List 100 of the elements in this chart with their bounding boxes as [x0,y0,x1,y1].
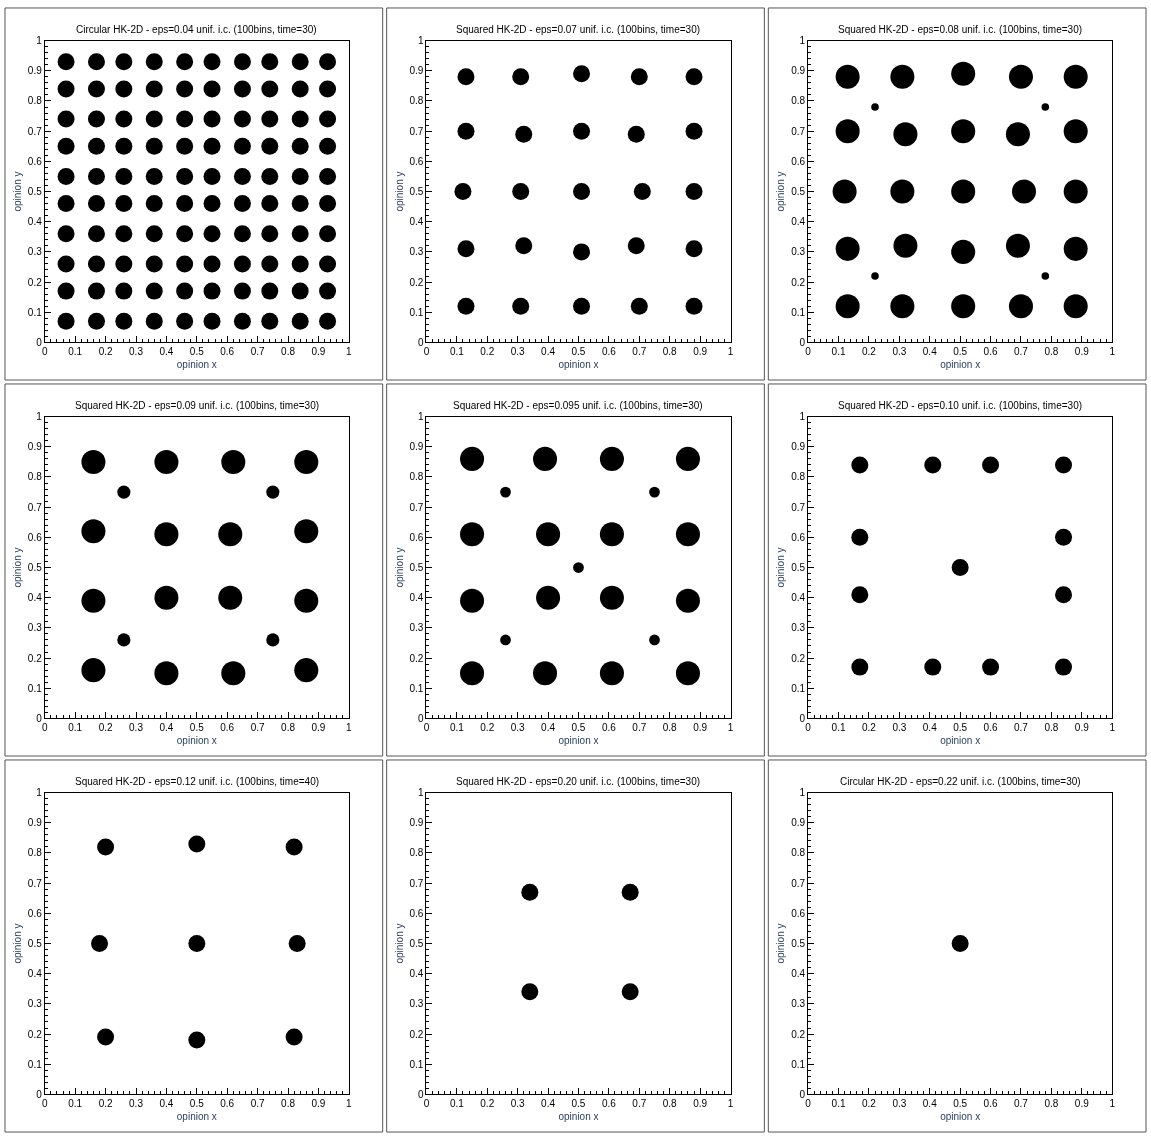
x-tick-label: 0.5 [953,1098,968,1110]
y-tick-label: 0.8 [27,95,43,107]
y-tick-label: 0.4 [409,968,424,980]
y-tick-label: 0.2 [409,652,424,664]
y-tick-label: 0 [417,712,424,724]
point [630,68,648,86]
x-tick-label: 0.9 [311,1098,326,1110]
x-tick-label: 0.2 [861,722,877,734]
x-tick-label: 0.4 [159,722,174,734]
x-axis-title: opinion x [940,1110,981,1122]
y-tick-label: 0.2 [791,652,806,664]
x-tick-label: 0.8 [662,1098,678,1110]
point [512,297,530,315]
x-tick-label: 0.1 [68,722,83,734]
point [512,68,530,86]
y-tick-label: 0.4 [409,592,424,604]
y-tick-label: 0.8 [791,95,806,107]
y-tick-label: 0.8 [791,471,806,483]
y-tick-label: 1 [417,787,424,799]
y-tick-label: 0.5 [27,562,43,574]
y-tick-label: 0 [417,336,424,348]
y-tick-label: 0.3 [409,246,424,258]
point [851,456,869,474]
x-tick-label: 1 [346,722,353,734]
x-axis-title: opinion x [940,358,981,370]
x-tick-label: 0.3 [510,722,526,734]
point [630,297,648,315]
x-tick-label: 0.9 [311,722,326,734]
x-tick-label: 0.7 [632,722,647,734]
y-tick-label: 1 [799,411,806,423]
y-tick-label: 0.6 [27,907,43,919]
y-tick-label: 0.6 [791,155,806,167]
x-tick-label: 0.6 [983,346,998,358]
x-tick-label: 0.6 [601,1098,617,1110]
point [982,658,1000,676]
x-tick-label: 0.1 [449,346,465,358]
point [851,658,869,676]
x-tick-label: 0.8 [662,346,678,358]
x-tick-label: 1 [346,346,353,358]
x-axis-title: opinion x [558,1110,599,1122]
y-tick-label: 0.9 [409,65,424,77]
y-tick-label: 0.7 [409,501,424,513]
y-tick-label: 0.6 [27,531,43,543]
x-tick-label: 0.5 [571,1098,586,1110]
x-axis-title: opinion x [176,1110,217,1122]
y-tick-label: 0.3 [791,998,806,1010]
y-tick-label: 0.9 [791,65,806,77]
point [627,237,645,255]
x-tick-label: 0.3 [510,1098,526,1110]
x-tick-label: 0.4 [159,346,174,358]
point [457,240,475,258]
y-tick-label: 0.1 [409,1058,424,1070]
x-tick-label: 0.7 [1014,346,1029,358]
point [188,935,206,953]
y-tick-label: 0.3 [27,622,43,634]
x-tick-label: 0.9 [693,722,708,734]
y-tick-label: 0.9 [27,65,43,77]
x-tick-label: 0.2 [480,346,495,358]
y-axis-title: opinion y [775,547,787,588]
point [924,658,942,676]
x-tick-label: 0.9 [311,346,326,358]
y-tick-label: 0.7 [27,877,43,889]
point [454,183,472,201]
y-tick-label: 0.8 [409,95,424,107]
y-tick-label: 1 [36,787,43,799]
point [685,297,703,315]
y-tick-label: 0.2 [409,1028,424,1040]
x-tick-label: 0.3 [510,346,526,358]
x-tick-label: 0.2 [861,1098,877,1110]
x-tick-label: 0.4 [541,346,556,358]
y-tick-label: 0.5 [409,938,424,950]
y-tick-label: 0.6 [409,907,424,919]
x-tick-label: 0.4 [922,722,938,734]
y-tick-label: 0.2 [409,276,424,288]
x-axis-title: opinion x [940,734,981,746]
x-tick-label: 0.1 [831,722,846,734]
y-tick-label: 0 [799,1088,806,1100]
y-tick-label: 0.3 [27,998,43,1010]
y-tick-label: 0.2 [791,1028,806,1040]
y-tick-label: 0.7 [409,877,424,889]
x-tick-label: 1 [1109,346,1116,358]
y-tick-label: 0.3 [791,246,806,258]
x-tick-label: 0.6 [220,1098,235,1110]
y-tick-label: 0.5 [791,562,806,574]
x-tick-label: 0.8 [281,722,296,734]
point [685,68,703,86]
point [97,838,115,856]
y-tick-label: 0.5 [409,186,424,198]
x-tick-label: 0.2 [480,1098,495,1110]
y-tick-label: 0.6 [409,531,424,543]
y-tick-label: 0.2 [27,652,43,664]
y-tick-label: 0.4 [27,592,43,604]
x-tick-label: 0.2 [861,346,877,358]
x-tick-label: 0.1 [449,1098,465,1110]
y-tick-label: 0.1 [409,682,424,694]
point [627,125,645,143]
x-tick-label: 0.3 [892,722,907,734]
chart-title: Squared HK-2D - eps=0.07 unif. i.c. (100bins, time=30) [456,24,701,35]
x-tick-label: 0.4 [159,1098,174,1110]
x-tick-label: 0.6 [601,722,617,734]
